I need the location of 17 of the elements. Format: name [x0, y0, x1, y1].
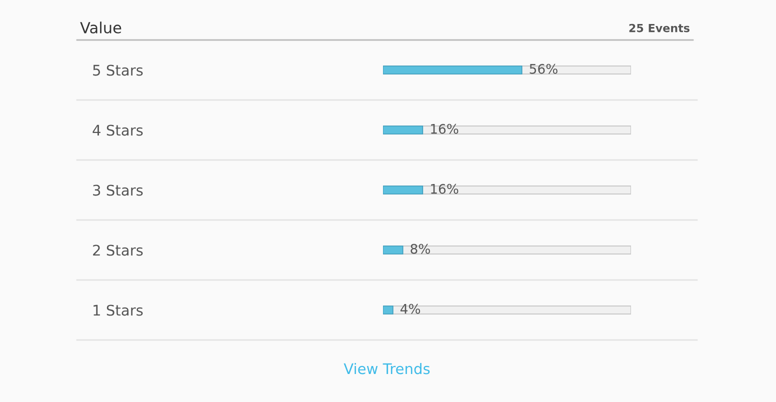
text: View Trends [344, 362, 430, 374]
bar [383, 246, 404, 254]
bar [383, 186, 424, 194]
y-tick-label: 5 Stars [93, 64, 143, 76]
y-tick-label: 4 Stars [92, 124, 143, 136]
text: Value [80, 22, 122, 34]
bar [383, 306, 394, 314]
y-tick-label: 2 Stars [93, 244, 143, 256]
y-tick-label: 3 Stars [93, 184, 143, 196]
data-label: 4% [400, 304, 420, 314]
data-label: 56% [530, 64, 558, 74]
bar [383, 126, 424, 134]
data-label: 8% [410, 244, 430, 254]
data-label: 16% [431, 184, 458, 194]
data-label: 16% [431, 124, 458, 134]
y-tick-label: 1 Stars [94, 304, 143, 316]
text: 25 Events [629, 24, 690, 32]
